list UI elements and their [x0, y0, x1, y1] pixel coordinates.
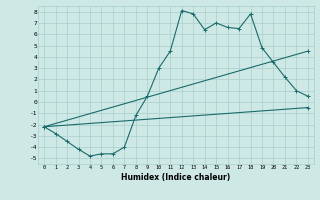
X-axis label: Humidex (Indice chaleur): Humidex (Indice chaleur)	[121, 173, 231, 182]
